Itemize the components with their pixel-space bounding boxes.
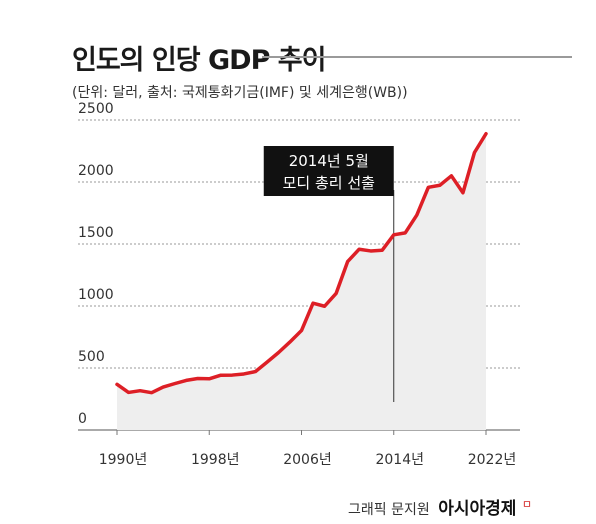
y-tick-label: 0: [78, 411, 87, 427]
x-tick-labels: 1990년 1998년 2006년 2014년 2022년: [99, 430, 517, 468]
line-layer: [115, 132, 488, 395]
title-rule: [262, 56, 572, 58]
brand-mark-icon: ㅁ: [521, 498, 532, 512]
annotation-text: 모디 총리 선출: [283, 174, 375, 192]
y-tick-label: 2500: [78, 101, 114, 117]
brand-logo: 아시아경제: [438, 499, 517, 519]
y-tick-label: 500: [78, 349, 105, 365]
annotation-box: [263, 146, 394, 196]
y-tick-label: 1000: [78, 287, 114, 303]
x-tick-label: 2022년: [468, 452, 517, 468]
y-tick-labels: 0 500 1000 1500 2000 2500: [78, 101, 114, 427]
x-tick-label: 2014년: [375, 452, 424, 468]
graphic-credit: 그래픽 문지원 아시아경제 ㅁ: [348, 494, 532, 519]
credit-text: 그래픽 문지원: [348, 502, 430, 518]
x-tick-label: 2006년: [283, 452, 332, 468]
series-line: [115, 132, 488, 395]
x-tick-label: 1998년: [191, 452, 240, 468]
y-tick-label: 2000: [78, 163, 114, 179]
chart-subtitle: (단위: 달러, 출처: 국제통화기금(IMF) 및 세계은행(WB)): [72, 85, 408, 101]
x-tick-label: 1990년: [99, 452, 148, 468]
chart-title: 인도의 인당 GDP 추이: [72, 45, 326, 76]
y-tick-label: 1500: [78, 225, 114, 241]
annotation-text: 2014년 5월: [289, 152, 369, 170]
